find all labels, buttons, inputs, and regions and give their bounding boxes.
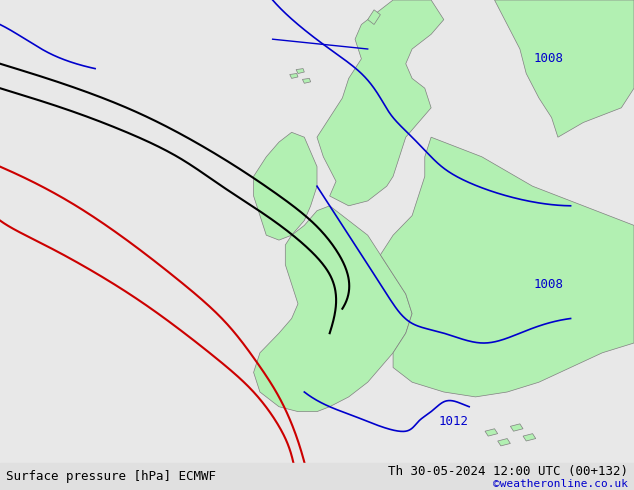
Polygon shape — [485, 429, 498, 436]
Text: Surface pressure [hPa] ECMWF: Surface pressure [hPa] ECMWF — [6, 469, 216, 483]
Text: Th 30-05-2024 12:00 UTC (00+132): Th 30-05-2024 12:00 UTC (00+132) — [387, 465, 628, 478]
Polygon shape — [302, 78, 311, 83]
Bar — [0, 463, 634, 490]
Polygon shape — [510, 424, 523, 431]
Polygon shape — [296, 69, 304, 74]
Polygon shape — [254, 206, 412, 412]
Polygon shape — [498, 439, 510, 446]
Polygon shape — [368, 10, 380, 24]
Polygon shape — [317, 0, 444, 206]
Polygon shape — [523, 434, 536, 441]
Text: 1012: 1012 — [438, 415, 469, 428]
Text: ©weatheronline.co.uk: ©weatheronline.co.uk — [493, 479, 628, 489]
Polygon shape — [254, 132, 317, 240]
Polygon shape — [495, 0, 634, 137]
Polygon shape — [380, 137, 634, 397]
Text: 1008: 1008 — [533, 278, 564, 291]
Polygon shape — [290, 74, 298, 78]
Text: 1008: 1008 — [533, 52, 564, 65]
